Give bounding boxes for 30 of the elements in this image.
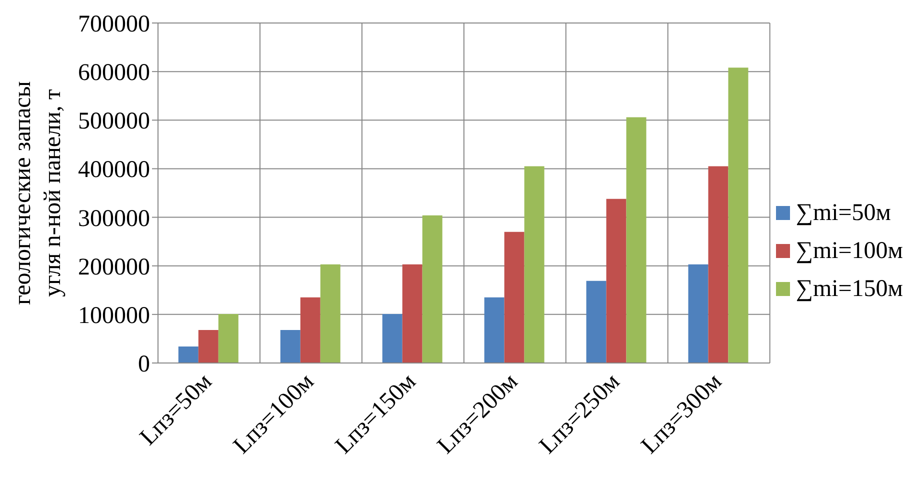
bar bbox=[708, 166, 728, 363]
bar bbox=[218, 314, 238, 363]
bar bbox=[422, 215, 442, 363]
y-tick-label: 700000 bbox=[78, 12, 150, 38]
y-tick-label: 0 bbox=[138, 352, 150, 378]
bar bbox=[626, 117, 646, 363]
bar bbox=[198, 330, 218, 363]
legend-label: ∑mi=150м bbox=[796, 274, 903, 304]
bar bbox=[178, 346, 198, 363]
y-axis-title: геологические запасы угля n-ной панели, т bbox=[10, 81, 66, 305]
legend-label: ∑mi=100м bbox=[796, 236, 903, 266]
y-tick-label: 500000 bbox=[78, 108, 150, 135]
bar bbox=[320, 264, 340, 363]
bar bbox=[606, 198, 626, 363]
bar bbox=[524, 166, 544, 363]
y-tick-label: 600000 bbox=[78, 60, 150, 86]
bar bbox=[728, 68, 748, 363]
y-tick-label: 400000 bbox=[78, 157, 150, 184]
y-tick-label: 200000 bbox=[78, 254, 150, 280]
bar bbox=[688, 264, 708, 363]
bar bbox=[586, 280, 606, 363]
y-tick-label: 300000 bbox=[78, 206, 150, 232]
bar bbox=[504, 232, 524, 363]
bar bbox=[300, 297, 320, 363]
y-tick-label: 100000 bbox=[78, 302, 150, 329]
bar bbox=[402, 264, 422, 363]
bar bbox=[484, 297, 504, 363]
bar bbox=[382, 314, 402, 363]
legend-label: ∑mi=50м bbox=[796, 198, 891, 228]
bar bbox=[280, 330, 300, 363]
